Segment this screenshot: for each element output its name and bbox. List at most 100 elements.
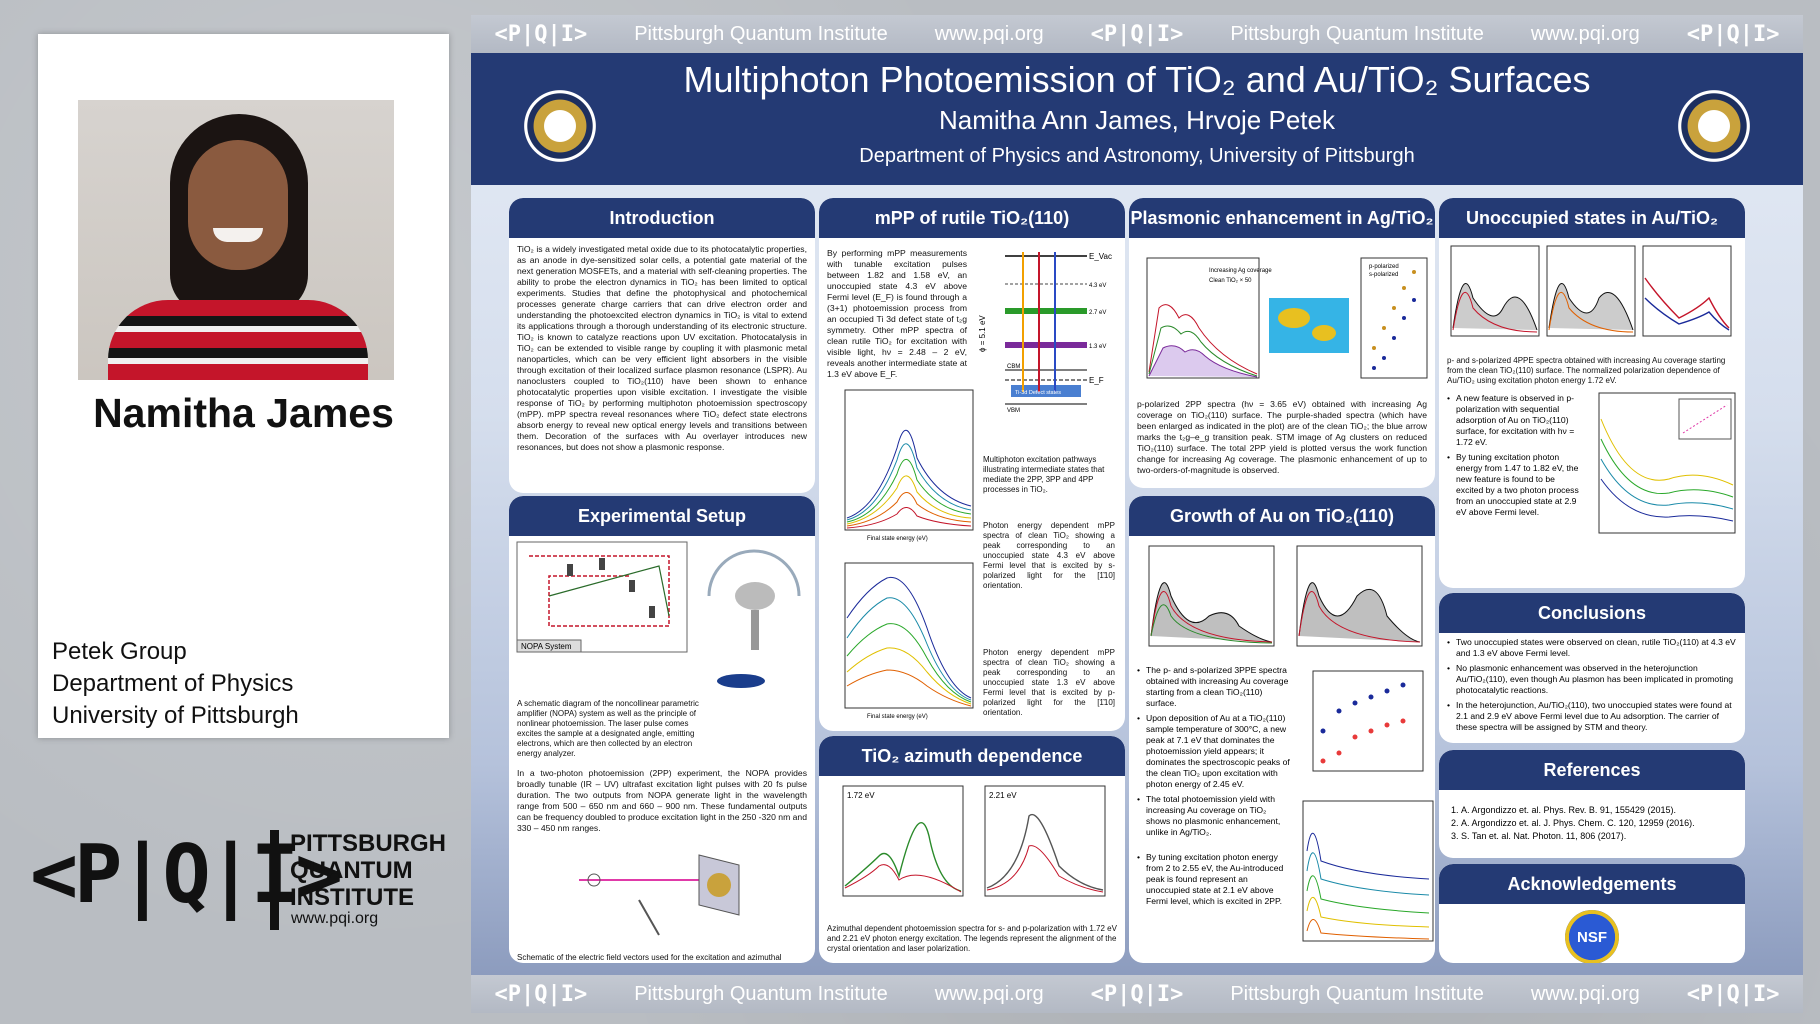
section-heading: Unoccupied states in Au/TiO₂ xyxy=(1439,198,1745,238)
pqi-wordmark: PITTSBURGH QUANTUM INSTITUTE xyxy=(290,830,446,911)
plasmonic-figures: Increasing Ag coverage Clean TiO₂ × 50 p… xyxy=(1146,257,1428,379)
azimuth-label-left: 1.72 eV xyxy=(847,791,875,800)
strip-name: Pittsburgh Quantum Institute xyxy=(1230,982,1484,1005)
strip-name: Pittsburgh Quantum Institute xyxy=(1230,22,1484,45)
column-3: Plasmonic enhancement in Ag/TiO₂ Increas… xyxy=(1129,198,1435,973)
pqi-mark: <P|Q|I> xyxy=(30,828,343,921)
setup-fig-caption: A schematic diagram of the noncollinear … xyxy=(517,699,699,758)
growth-bullets: The p- and s-polarized 3PPE spectra obta… xyxy=(1129,661,1299,951)
unoccupied-caption: p- and s-polarized 4PPE spectra obtained… xyxy=(1447,356,1726,385)
unoccupied-section: Unoccupied states in Au/TiO₂ p- and s-po… xyxy=(1439,198,1745,588)
phi-label: ϕ = 5.1 eV xyxy=(978,315,987,352)
mpp-section: mPP of rutile TiO₂(110) By performing mP… xyxy=(819,198,1125,731)
mpp-caption-s: Photon energy dependent mPP spectra of c… xyxy=(983,521,1115,590)
axis-label: Final state energy (eV) xyxy=(867,536,928,542)
energy-level-diagram: E_Vac 4.3 eV 2.7 eV 1.3 eV CBM E_F Ti-3d… xyxy=(978,252,1112,414)
affiliation-line: Petek Group xyxy=(52,638,187,665)
section-heading: Plasmonic enhancement in Ag/TiO₂ xyxy=(1129,198,1435,238)
column-4: Unoccupied states in Au/TiO₂ p- and s-po… xyxy=(1439,198,1745,973)
pqi-mark: <P|Q|I> xyxy=(494,981,588,1007)
pqi-mark: <P|Q|I> xyxy=(1686,21,1780,47)
setup-section: Experimental Setup NOPA System A schemat… xyxy=(509,496,815,963)
poster-title: Multiphoton Photoemission of TiO₂ and Au… xyxy=(683,59,1591,100)
university-seal-icon xyxy=(523,89,597,163)
pqi-mark: <P|Q|I> xyxy=(1686,981,1780,1007)
level-evac: E_Vac xyxy=(1089,252,1112,261)
bullet: By tuning excitation photon energy from … xyxy=(1137,852,1291,907)
pqi-url: www.pqi.org xyxy=(291,910,379,927)
reference-item: A. Argondizzo et. al. Phys. Rev. B. 91, … xyxy=(1461,804,1733,817)
pqi-mark: <P|Q|I> xyxy=(1090,981,1184,1007)
university-seal-icon xyxy=(1677,89,1751,163)
reference-item: S. Tan et. al. Nat. Photon. 11, 806 (201… xyxy=(1461,830,1733,843)
plasmonic-section: Plasmonic enhancement in Ag/TiO₂ Increas… xyxy=(1129,198,1435,488)
column-2: mPP of rutile TiO₂(110) By performing mP… xyxy=(819,198,1125,973)
top-strip: <P|Q|I> Pittsburgh Quantum Institute www… xyxy=(471,15,1803,53)
affiliation-line: Department of Physics xyxy=(52,670,294,697)
nopa-label: NOPA System xyxy=(521,642,572,651)
poster-authors: Namitha Ann James, Hrvoje Petek xyxy=(939,105,1335,135)
pqi-logo: <P|Q|I> PITTSBURGH QUANTUM INSTITUTE www… xyxy=(30,820,450,935)
bullet: By tuning excitation photon energy from … xyxy=(1447,452,1581,518)
section-heading: Acknowledgements xyxy=(1439,864,1745,904)
level-2-7: 2.7 eV xyxy=(1089,310,1106,316)
strip-url: www.pqi.org xyxy=(1530,982,1640,1005)
mpp-caption-p: Photon energy dependent mPP spectra of c… xyxy=(983,648,1115,717)
pathways-caption: Multiphoton excitation pathways illustra… xyxy=(983,455,1105,494)
pqi-line: PITTSBURGH xyxy=(290,830,446,857)
polarization-schematic xyxy=(579,854,740,936)
presenter-affiliation: Petek Group Department of Physics Univer… xyxy=(52,636,299,732)
unoccupied-bullets: A new feature is observed in p-polarizat… xyxy=(1439,389,1589,539)
section-heading: Conclusions xyxy=(1439,593,1745,633)
legend-clean: Clean TiO₂ × 50 xyxy=(1209,278,1252,284)
bullet: The p- and s-polarized 3PPE spectra obta… xyxy=(1137,665,1291,709)
conclusions-section: Conclusions Two unoccupied states were o… xyxy=(1439,593,1745,743)
bullet: In the heterojunction, Au/TiO₂(110), two… xyxy=(1447,700,1737,733)
poster: <P|Q|I> Pittsburgh Quantum Institute www… xyxy=(471,15,1803,1013)
mpp-text: By performing mPP measurements with tuna… xyxy=(827,248,967,379)
section-heading: TiO₂ azimuth dependence xyxy=(819,736,1125,776)
unoccupied-photon-plot xyxy=(1598,392,1736,534)
growth-yield-plots xyxy=(1302,670,1434,942)
affiliation-line: University of Pittsburgh xyxy=(52,702,299,729)
level-ef: E_F xyxy=(1089,376,1104,385)
section-heading: Experimental Setup xyxy=(509,496,815,536)
poster-department: Department of Physics and Astronomy, Uni… xyxy=(859,145,1415,167)
level-defects: Ti-3d Defect states xyxy=(1015,390,1061,396)
legend-s: s-polarized xyxy=(1369,272,1398,278)
strip-name: Pittsburgh Quantum Institute xyxy=(634,982,888,1005)
mpp-spectra-plots: Final state energy (eV) Final state ener… xyxy=(844,389,974,720)
section-heading: Growth of Au on TiO₂(110) xyxy=(1129,496,1435,536)
reference-item: A. Argondizzo et. al. J. Phys. Chem. C. … xyxy=(1461,817,1733,830)
nsf-logo-icon: NSF xyxy=(1565,910,1619,963)
unoccupied-spectra xyxy=(1450,245,1732,337)
strip-url: www.pqi.org xyxy=(934,22,1044,45)
pqi-line: INSTITUTE xyxy=(290,884,414,911)
section-heading: References xyxy=(1439,750,1745,790)
pqi-mark: <P|Q|I> xyxy=(1090,21,1184,47)
introduction-text: TiO₂ is a widely investigated metal oxid… xyxy=(517,244,807,452)
pqi-mark: <P|Q|I> xyxy=(494,21,588,47)
acknowledgements-section: Acknowledgements NSF xyxy=(1439,864,1745,963)
level-cbm: CBM xyxy=(1007,364,1020,370)
presenter-card: Namitha James Petek Group Department of … xyxy=(38,34,449,738)
setup-bottom-caption: Schematic of the electric field vectors … xyxy=(517,953,782,962)
nopa-diagram: NOPA System xyxy=(516,541,801,688)
legend-p: p-polarized xyxy=(1369,264,1399,270)
growth-spectra xyxy=(1148,545,1423,647)
section-heading: mPP of rutile TiO₂(110) xyxy=(819,198,1125,238)
pqi-line: QUANTUM xyxy=(290,857,413,884)
setup-text: In a two-photon photoemission (2PP) expe… xyxy=(517,768,807,833)
references-section: References A. Argondizzo et. al. Phys. R… xyxy=(1439,750,1745,858)
column-1: Introduction TiO₂ is a widely investigat… xyxy=(509,198,815,973)
strip-url: www.pqi.org xyxy=(934,982,1044,1005)
conclusion-bullets: Two unoccupied states were observed on c… xyxy=(1439,633,1745,741)
azimuth-plots: 1.72 eV 2.21 eV xyxy=(842,785,1106,897)
level-4-3: 4.3 eV xyxy=(1089,283,1106,289)
growth-section: Growth of Au on TiO₂(110) The p- and s-p… xyxy=(1129,496,1435,963)
pqi-divider xyxy=(270,830,279,930)
level-1-3: 1.3 eV xyxy=(1089,344,1106,350)
bottom-strip: <P|Q|I> Pittsburgh Quantum Institute www… xyxy=(471,975,1803,1013)
azimuth-section: TiO₂ azimuth dependence 1.72 eV 2.21 eV … xyxy=(819,736,1125,963)
bullet: The total photoemission yield with incre… xyxy=(1137,794,1291,838)
